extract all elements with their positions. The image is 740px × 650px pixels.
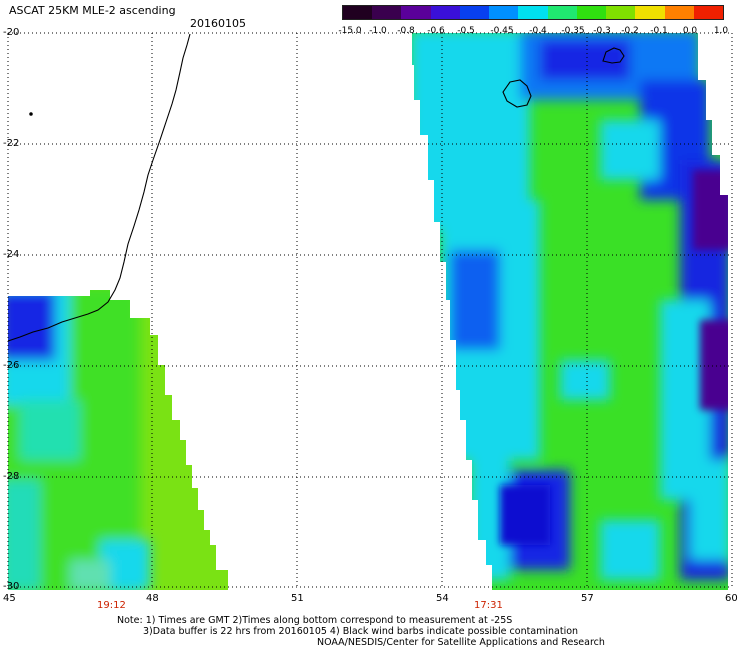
map-title: ASCAT 25KM MLE-2 ascending xyxy=(9,4,176,17)
note-line-1: Note: 1) Times are GMT 2)Times along bot… xyxy=(117,615,513,626)
colorbar-segment xyxy=(372,6,402,19)
colorbar-label: 1.0 xyxy=(713,26,729,36)
right-swath xyxy=(412,33,728,590)
reunion-coast xyxy=(502,79,532,108)
madagascar-coast xyxy=(7,33,191,342)
colorbar-segment xyxy=(401,6,431,19)
colorbar-labels: -15.0 -1.0 -0.8 -0.6 -0.5 -0.45 -0.4 -0.… xyxy=(328,26,738,38)
x-tick-label: 51 xyxy=(291,593,304,604)
colorbar xyxy=(342,5,724,20)
colorbar-label: -0.6 xyxy=(427,26,445,36)
coastline xyxy=(7,33,625,342)
colorbar-label: -0.8 xyxy=(397,26,415,36)
x-tick-label: 57 xyxy=(581,593,594,604)
colorbar-segment xyxy=(606,6,636,19)
y-tick-label: -20 xyxy=(3,27,20,38)
colorbar-label: -1.0 xyxy=(369,26,387,36)
note-line-2: 3)Data buffer is 22 hrs from 20160105 4)… xyxy=(143,626,579,637)
colorbar-segment xyxy=(635,6,665,19)
colorbar-label: -0.2 xyxy=(621,26,639,36)
y-tick-label: -24 xyxy=(3,249,20,260)
colorbar-label: 0.0 xyxy=(682,26,698,36)
y-tick-label: -22 xyxy=(3,138,20,149)
y-tick-label: -30 xyxy=(3,581,20,592)
island-dot xyxy=(29,112,33,116)
colorbar-segment xyxy=(576,6,607,19)
y-tick-label: -28 xyxy=(3,471,20,482)
grid-lines xyxy=(7,32,733,588)
colorbar-label: -0.35 xyxy=(561,26,585,36)
y-tick-label: -26 xyxy=(3,360,20,371)
colorbar-segment xyxy=(430,6,460,19)
x-tick-label: 45 xyxy=(3,593,16,604)
mauritius-coast xyxy=(602,47,625,64)
left-swath xyxy=(8,290,228,590)
colorbar-segment xyxy=(664,6,694,19)
pass-time-label: 17:31 xyxy=(474,600,503,611)
x-tick-label: 60 xyxy=(725,593,738,604)
colorbar-label: -0.4 xyxy=(529,26,547,36)
colorbar-segment xyxy=(547,6,577,19)
colorbar-segment xyxy=(489,6,519,19)
pass-time-label: 19:12 xyxy=(97,600,126,611)
colorbar-label: -0.3 xyxy=(593,26,611,36)
x-tick-label: 48 xyxy=(146,593,159,604)
x-tick-label: 54 xyxy=(436,593,449,604)
colorbar-label: -0.1 xyxy=(650,26,668,36)
colorbar-segment xyxy=(693,6,724,19)
note-line-3: NOAA/NESDIS/Center for Satellite Applica… xyxy=(317,637,605,648)
colorbar-label: -0.45 xyxy=(490,26,514,36)
colorbar-label: -0.5 xyxy=(457,26,475,36)
colorbar-segment xyxy=(518,6,548,19)
colorbar-label: -15.0 xyxy=(338,26,362,36)
colorbar-segment xyxy=(343,6,373,19)
map-date: 20160105 xyxy=(190,17,246,30)
colorbar-segment xyxy=(459,6,490,19)
